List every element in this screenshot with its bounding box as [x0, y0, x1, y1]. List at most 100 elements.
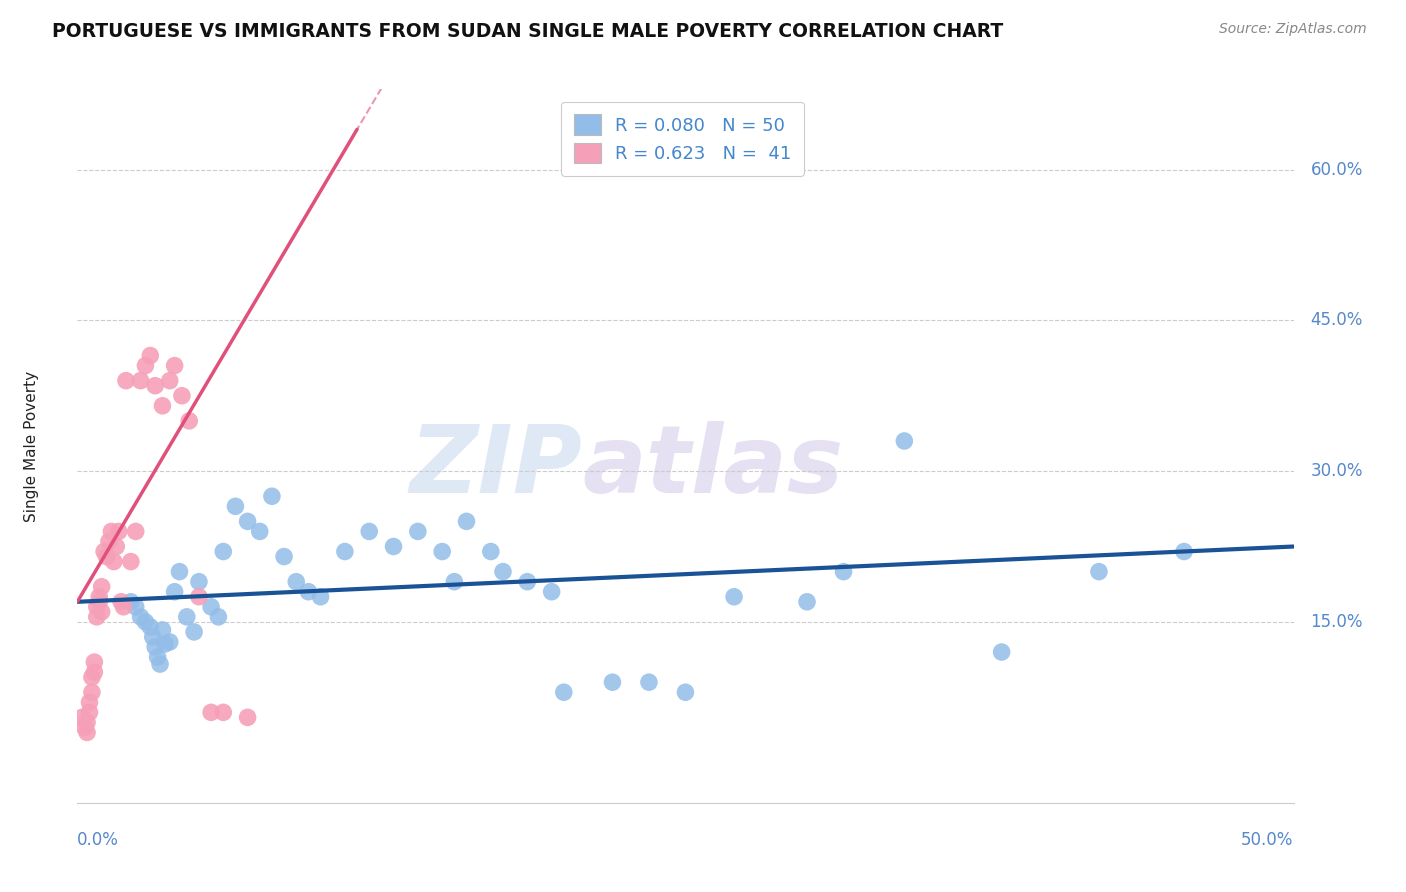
Point: [139, 349, 162, 363]
Text: 45.0%: 45.0%: [1310, 311, 1362, 329]
Point: [153, 637, 176, 651]
Point: [188, 574, 211, 589]
Point: [152, 623, 174, 637]
Point: [134, 615, 156, 629]
Point: [139, 620, 162, 634]
Point: [80, 670, 103, 684]
Point: [260, 489, 283, 503]
Point: [97, 534, 120, 549]
Point: [893, 434, 915, 448]
Point: [125, 599, 148, 614]
Point: [100, 524, 122, 539]
Point: [152, 399, 174, 413]
Point: [80, 685, 103, 699]
Point: [163, 584, 186, 599]
Point: [249, 524, 271, 539]
Point: [179, 414, 201, 428]
Text: ZIP: ZIP: [409, 421, 582, 514]
Point: [169, 565, 191, 579]
Text: 0.0%: 0.0%: [77, 831, 120, 849]
Point: [382, 540, 405, 554]
Point: [443, 574, 465, 589]
Text: Single Male Poverty: Single Male Poverty: [24, 370, 38, 522]
Point: [492, 565, 515, 579]
Text: 50.0%: 50.0%: [1241, 831, 1294, 849]
Point: [333, 544, 356, 558]
Point: [479, 544, 502, 558]
Point: [73, 720, 96, 734]
Point: [90, 580, 112, 594]
Point: [406, 524, 429, 539]
Point: [602, 675, 624, 690]
Point: [112, 599, 135, 614]
Point: [89, 590, 111, 604]
Point: [553, 685, 575, 699]
Point: [200, 706, 222, 720]
Point: [273, 549, 295, 564]
Point: [110, 595, 132, 609]
Point: [149, 657, 172, 672]
Text: Source: ZipAtlas.com: Source: ZipAtlas.com: [1219, 22, 1367, 37]
Point: [103, 555, 125, 569]
Text: 60.0%: 60.0%: [1310, 161, 1362, 178]
Point: [285, 574, 308, 589]
Point: [1173, 544, 1195, 558]
Point: [96, 549, 118, 564]
Point: [236, 710, 259, 724]
Point: [70, 710, 93, 724]
Legend: R = 0.080   N = 50, R = 0.623   N =  41: R = 0.080 N = 50, R = 0.623 N = 41: [561, 102, 804, 176]
Point: [188, 590, 211, 604]
Point: [516, 574, 538, 589]
Point: [212, 544, 235, 558]
Point: [212, 706, 235, 720]
Point: [309, 590, 332, 604]
Point: [129, 374, 152, 388]
Point: [143, 640, 166, 654]
Point: [170, 389, 193, 403]
Point: [638, 675, 661, 690]
Point: [236, 515, 259, 529]
Point: [142, 630, 165, 644]
Point: [796, 595, 818, 609]
Point: [79, 695, 101, 709]
Point: [76, 725, 98, 739]
Point: [105, 540, 128, 554]
Point: [76, 715, 98, 730]
Point: [146, 650, 169, 665]
Point: [134, 359, 156, 373]
Point: [1088, 565, 1111, 579]
Point: [723, 590, 745, 604]
Point: [832, 565, 855, 579]
Point: [163, 359, 186, 373]
Point: [83, 655, 105, 669]
Point: [200, 599, 222, 614]
Point: [83, 665, 105, 680]
Point: [675, 685, 697, 699]
Point: [107, 524, 129, 539]
Point: [93, 544, 115, 558]
Text: PORTUGUESE VS IMMIGRANTS FROM SUDAN SINGLE MALE POVERTY CORRELATION CHART: PORTUGUESE VS IMMIGRANTS FROM SUDAN SING…: [52, 22, 1004, 41]
Point: [990, 645, 1012, 659]
Point: [430, 544, 453, 558]
Point: [159, 635, 181, 649]
Point: [86, 610, 108, 624]
Point: [125, 524, 148, 539]
Point: [183, 624, 205, 639]
Text: atlas: atlas: [582, 421, 844, 514]
Point: [456, 515, 478, 529]
Point: [143, 378, 166, 392]
Point: [540, 584, 562, 599]
Point: [297, 584, 319, 599]
Point: [79, 706, 101, 720]
Point: [159, 374, 181, 388]
Point: [115, 374, 138, 388]
Point: [89, 595, 111, 609]
Text: 15.0%: 15.0%: [1310, 613, 1362, 631]
Point: [224, 500, 246, 514]
Point: [207, 610, 229, 624]
Point: [129, 610, 152, 624]
Point: [176, 610, 198, 624]
Point: [359, 524, 381, 539]
Point: [120, 555, 142, 569]
Point: [86, 599, 108, 614]
